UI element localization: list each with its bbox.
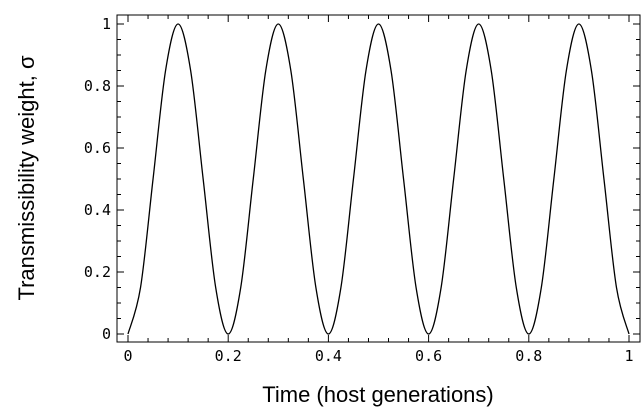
x-tick-label: 0 [123, 347, 132, 365]
x-tick-label: 0.2 [215, 347, 242, 365]
y-tick-label: 0.2 [84, 263, 111, 281]
y-tick-labels: 0 0.2 0.4 0.6 0.8 1 [84, 15, 111, 343]
plot-border [116, 14, 641, 343]
y-tick-label: 0.8 [84, 77, 111, 95]
plot-frame [116, 14, 641, 343]
series-group [127, 23, 630, 335]
y-axis-title: Transmissibility weight, σ [14, 55, 39, 300]
y-tick-label: 0.4 [84, 201, 111, 219]
axis-ticks [117, 15, 640, 342]
x-tick-label: 0.8 [515, 347, 542, 365]
y-tick-label: 1 [102, 15, 111, 33]
x-tick-label: 0.4 [315, 347, 342, 365]
x-tick-label: 1 [624, 347, 633, 365]
y-tick-label: 0.6 [84, 139, 111, 157]
x-tick-label: 0.6 [415, 347, 442, 365]
x-tick-labels: 0 0.2 0.4 0.6 0.8 1 [123, 347, 633, 365]
x-axis-title: Time (host generations) [262, 382, 494, 407]
series-line [127, 23, 630, 335]
y-tick-label: 0 [102, 325, 111, 343]
